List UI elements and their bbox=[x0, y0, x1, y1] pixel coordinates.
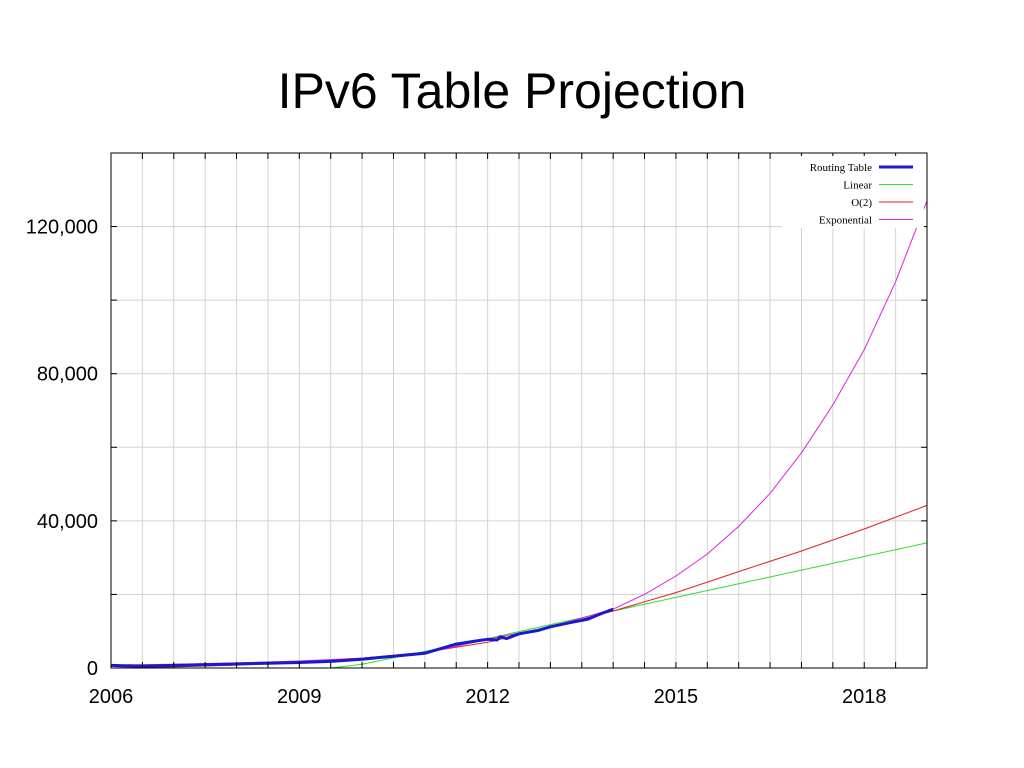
y-tick-label: 120,000 bbox=[26, 217, 98, 239]
x-tick-label: 2009 bbox=[277, 686, 322, 708]
y-tick-label: 0 bbox=[87, 658, 98, 680]
axis-ticks bbox=[111, 153, 927, 668]
chart-title: IPv6 Table Projection bbox=[277, 63, 747, 119]
x-tick-label: 2006 bbox=[89, 686, 134, 708]
grid-lines bbox=[111, 153, 927, 668]
y-tick-label: 40,000 bbox=[37, 511, 98, 533]
legend-label: O(2) bbox=[851, 197, 872, 209]
legend-label: Routing Table bbox=[810, 162, 872, 174]
y-axis-labels: 0 40,000 80,000 120,000 bbox=[26, 217, 98, 680]
x-tick-label: 2012 bbox=[465, 686, 510, 708]
legend: Routing Table Linear O(2) Exponential bbox=[782, 156, 924, 228]
x-tick-label: 2015 bbox=[654, 686, 699, 708]
legend-label: Linear bbox=[843, 180, 872, 192]
x-tick-label: 2018 bbox=[842, 686, 887, 708]
x-axis-labels: 2006 2009 2012 2015 2018 bbox=[89, 686, 887, 708]
legend-label: Exponential bbox=[819, 215, 872, 227]
y-tick-label: 80,000 bbox=[37, 364, 98, 386]
